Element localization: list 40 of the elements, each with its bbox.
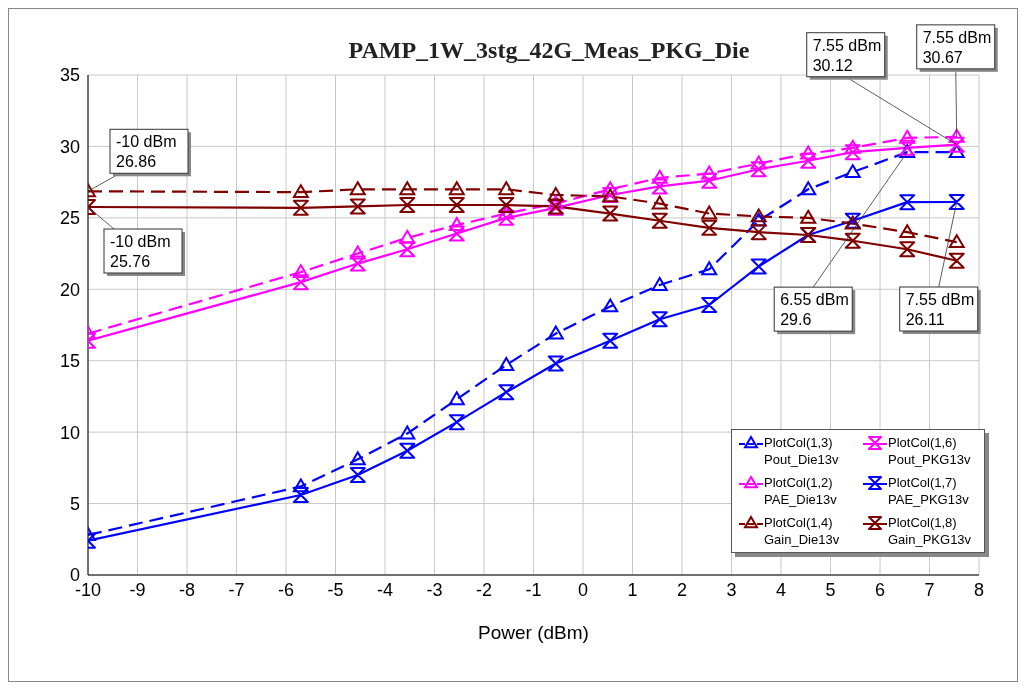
x-tick-label: -1 [525,579,542,600]
legend-label: PlotCol(1,7) PAE_PKG13v [888,474,970,508]
y-tick-label: 5 [69,493,80,514]
x-tick-label: -9 [129,579,146,600]
legend-label: PlotCol(1,4) Gain_Die13v [764,514,841,548]
x-axis-title: Power (dBm) [478,622,589,643]
y-tick-label: 20 [59,279,80,300]
x-tick-label: 6 [874,579,886,600]
x-tick-label: 1 [627,579,638,600]
x-tick-label: 7 [924,579,935,600]
y-tick-label: 30 [59,136,80,157]
annotation: 6.55 dBm 29.6 [780,291,849,329]
x-tick-label: -2 [475,579,493,600]
legend-label: PlotCol(1,8) Gain_PKG13v [888,514,973,548]
x-tick-label: -6 [277,579,295,600]
legend-label: PlotCol(1,3) Pout_Die13v [764,434,840,468]
x-tick-label: 4 [775,579,787,600]
x-tick-label: 8 [973,579,985,600]
legend-label: PlotCol(1,6) Pout_PKG13v [888,434,972,468]
annotation: -10 dBm 26.86 [116,133,177,171]
x-tick-label: 0 [577,579,589,600]
x-tick-label: -4 [376,579,394,600]
chart-title: PAMP_1W_3stg_42G_Meas_PKG_Die [348,37,750,63]
y-tick-label: 0 [69,565,80,586]
x-tick-label: -3 [426,579,443,600]
x-tick-label: -8 [178,579,196,600]
x-tick-label: 2 [676,579,688,600]
annotation: -10 dBm 25.76 [110,233,171,270]
y-tick-label: 10 [59,422,80,443]
legend-label: PlotCol(1,2) PAE_Die13v [764,474,838,508]
annotation: 7.55 dBm 30.12 [812,36,882,74]
x-tick-label: 3 [726,579,737,600]
annotation: 7.55 dBm 30.67 [922,28,992,66]
x-tick-label: -5 [327,579,344,600]
x-tick-label: -7 [228,579,245,600]
x-tick-label: 5 [825,579,836,600]
y-tick-label: 15 [59,351,80,372]
annotation: 7.55 dBm 26.11 [905,291,975,328]
y-tick-label: 25 [59,208,80,229]
y-tick-label: 35 [59,65,80,86]
